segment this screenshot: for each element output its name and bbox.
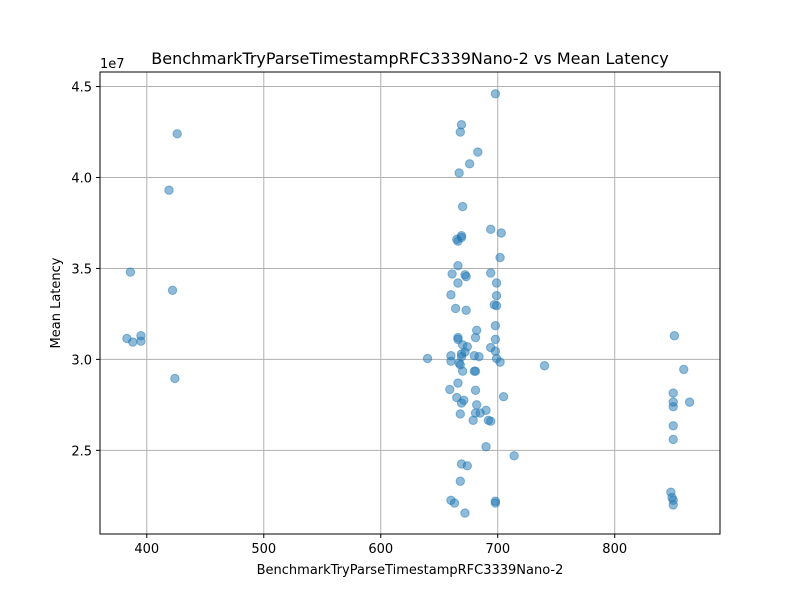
- data-point: [471, 400, 482, 410]
- data-point: [450, 303, 461, 314]
- x-tick-label: 700: [485, 542, 510, 557]
- data-point: [669, 331, 680, 341]
- data-point: [462, 461, 473, 471]
- y-tick-label: 2.5: [71, 444, 92, 459]
- data-point: [509, 451, 519, 461]
- data-point: [473, 147, 483, 157]
- data-point: [459, 395, 469, 406]
- data-point: [474, 351, 484, 362]
- data-point: [481, 405, 491, 416]
- data-point: [490, 89, 501, 99]
- data-point: [457, 201, 468, 212]
- data-point: [496, 228, 506, 238]
- data-point: [539, 361, 550, 371]
- data-point: [491, 301, 502, 311]
- data-point: [455, 476, 466, 486]
- data-point: [446, 356, 456, 366]
- data-point: [453, 378, 463, 388]
- data-point: [456, 232, 467, 243]
- y-tick-label: 3.0: [71, 353, 92, 368]
- data-point: [495, 357, 505, 367]
- data-point: [167, 285, 178, 295]
- data-point: [445, 384, 455, 395]
- data-point: [491, 291, 502, 301]
- data-point: [456, 120, 467, 130]
- y-tick-label: 3.5: [71, 262, 92, 277]
- chart-title: BenchmarkTryParseTimestampRFC3339Nano-2 …: [151, 49, 668, 68]
- data-point: [679, 364, 689, 375]
- data-point: [460, 508, 470, 518]
- data-point: [449, 498, 460, 508]
- data-point: [136, 336, 146, 346]
- data-point: [668, 421, 678, 431]
- data-point: [461, 271, 471, 282]
- data-point: [464, 159, 475, 169]
- data-point: [486, 416, 496, 426]
- y-offset-label: 1e7: [100, 57, 125, 72]
- data-point: [470, 366, 481, 376]
- y-tick-label: 4.0: [71, 171, 92, 186]
- data-point: [454, 168, 464, 178]
- data-point: [164, 185, 174, 195]
- data-point: [457, 366, 468, 376]
- data-point: [486, 224, 496, 235]
- data-point: [668, 397, 678, 407]
- data-point: [498, 391, 509, 402]
- data-point: [470, 385, 481, 396]
- data-point: [668, 388, 678, 398]
- data-point: [462, 341, 473, 352]
- data-point: [125, 267, 136, 277]
- y-axis: 2.5 3.0 3.5 4.0 4.5: [71, 81, 100, 459]
- data-point: [668, 434, 678, 445]
- data-point: [490, 496, 501, 506]
- plot-frame: [99, 71, 721, 535]
- data-point: [490, 334, 501, 345]
- x-axis: 400 500 600 700 800: [134, 534, 627, 557]
- data-point: [455, 409, 466, 419]
- y-axis-title: Mean Latency: [49, 257, 64, 348]
- data-point: [170, 373, 180, 384]
- data-point: [491, 278, 502, 288]
- data-point: [453, 261, 463, 271]
- x-tick-label: 500: [251, 542, 276, 557]
- grid: [100, 72, 720, 534]
- data-point: [128, 337, 138, 347]
- x-tick-label: 800: [602, 542, 627, 557]
- data-point: [668, 500, 678, 510]
- data-point: [447, 269, 457, 279]
- data-point: [490, 321, 501, 331]
- data-point: [461, 305, 471, 315]
- data-point: [481, 441, 491, 452]
- data-point: [446, 290, 456, 300]
- data-point: [684, 397, 695, 407]
- x-tick-label: 400: [134, 542, 159, 557]
- data-point: [453, 278, 463, 288]
- data-point: [422, 353, 433, 364]
- data-points: [122, 89, 695, 518]
- x-axis-title: BenchmarkTryParseTimestampRFC3339Nano-2: [257, 563, 564, 578]
- data-point: [486, 268, 496, 278]
- data-point: [172, 129, 182, 139]
- y-tick-label: 4.5: [71, 81, 92, 96]
- data-point: [471, 325, 482, 335]
- x-tick-label: 600: [368, 542, 393, 557]
- data-point: [495, 252, 505, 263]
